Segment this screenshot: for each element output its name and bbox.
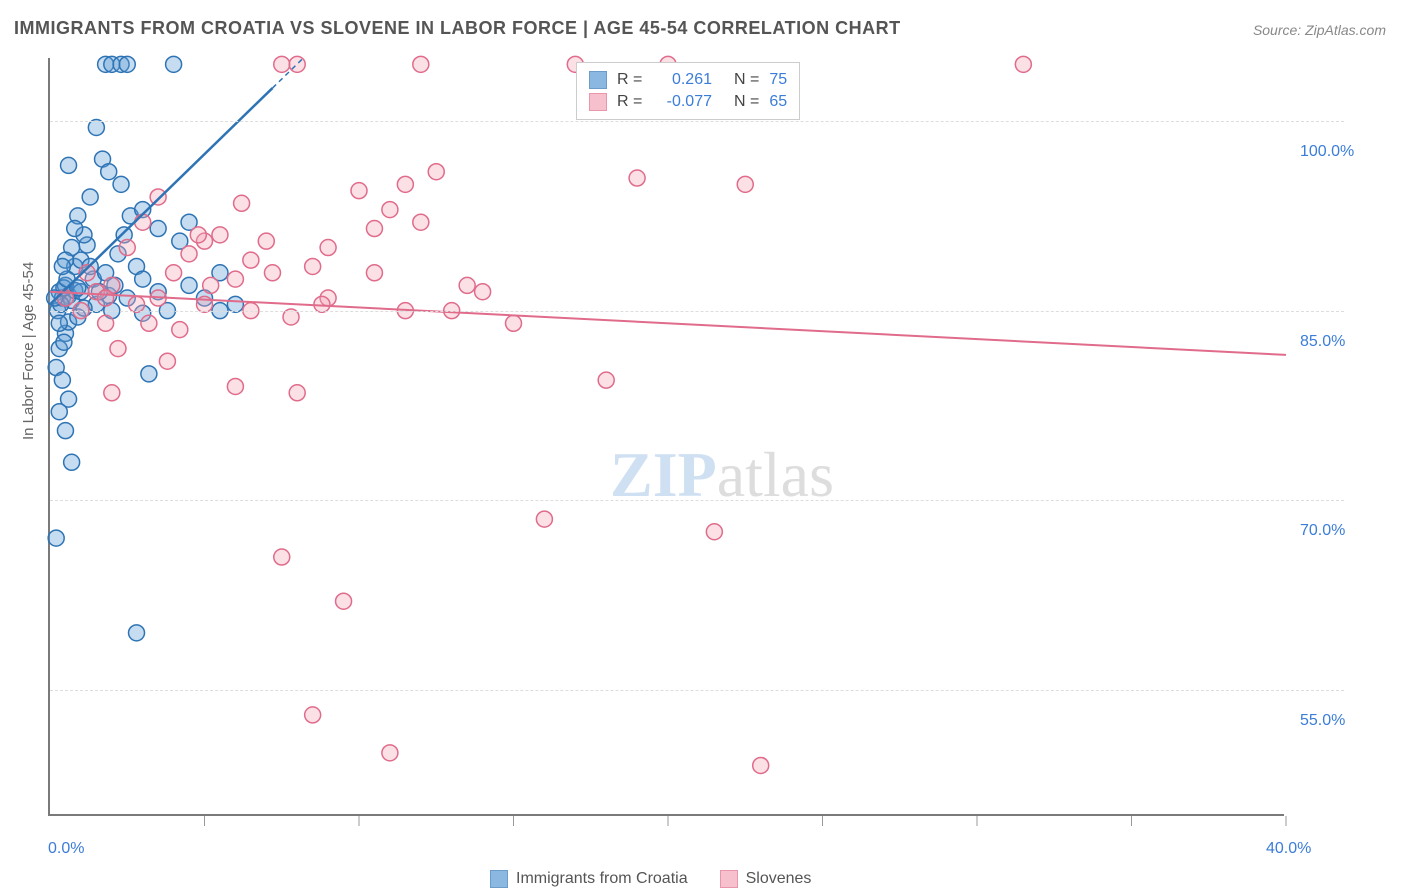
r-label: R = — [617, 93, 647, 111]
chart-container: IMMIGRANTS FROM CROATIA VS SLOVENE IN LA… — [0, 0, 1406, 892]
legend-label-croatia: Immigrants from Croatia — [516, 870, 688, 888]
r-value-croatia: 0.261 — [657, 71, 712, 89]
y-axis-label: In Labor Force | Age 45-54 — [20, 262, 37, 440]
r-label: R = — [617, 71, 647, 89]
source-label: Source: ZipAtlas.com — [1253, 22, 1386, 38]
plot-area: R = 0.261 N = 75 R = -0.077 N = 65 ZIPat… — [48, 58, 1284, 816]
swatch-slovenes-bottom — [720, 870, 738, 888]
legend-label-slovenes: Slovenes — [746, 870, 812, 888]
chart-title: IMMIGRANTS FROM CROATIA VS SLOVENE IN LA… — [14, 18, 901, 39]
legend-item-croatia: Immigrants from Croatia — [490, 870, 688, 888]
series-legend: Immigrants from Croatia Slovenes — [490, 870, 811, 888]
swatch-croatia-bottom — [490, 870, 508, 888]
swatch-slovenes — [589, 93, 607, 111]
swatch-croatia — [589, 71, 607, 89]
legend-row-slovenes: R = -0.077 N = 65 — [589, 91, 787, 113]
legend-item-slovenes: Slovenes — [720, 870, 812, 888]
scatter-svg — [50, 58, 1284, 814]
legend-row-croatia: R = 0.261 N = 75 — [589, 69, 787, 91]
n-value-slovenes: 65 — [769, 93, 787, 111]
n-value-croatia: 75 — [769, 71, 787, 89]
n-label: N = — [734, 71, 759, 89]
r-value-slovenes: -0.077 — [657, 93, 712, 111]
correlation-legend: R = 0.261 N = 75 R = -0.077 N = 65 — [576, 62, 800, 120]
n-label: N = — [734, 93, 759, 111]
